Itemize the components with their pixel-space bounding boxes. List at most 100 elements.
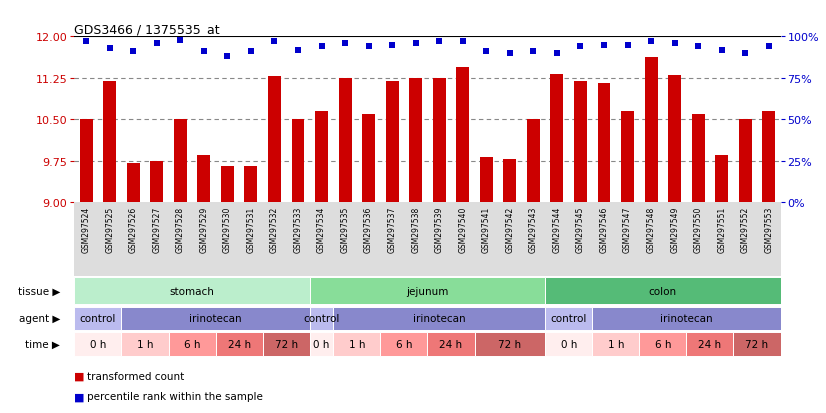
Text: agent ▶: agent ▶: [19, 313, 60, 324]
Text: GSM297524: GSM297524: [82, 206, 91, 252]
Point: [527, 49, 540, 55]
Text: 0 h: 0 h: [313, 339, 330, 349]
Bar: [715, 156, 729, 203]
Bar: [597, 84, 610, 203]
Bar: [268, 77, 281, 203]
Text: GSM297535: GSM297535: [340, 206, 349, 253]
Text: GSM297528: GSM297528: [176, 206, 185, 252]
Text: 24 h: 24 h: [699, 339, 721, 349]
Point: [668, 40, 681, 47]
Text: 72 h: 72 h: [275, 339, 297, 349]
Text: GSM297539: GSM297539: [434, 206, 444, 253]
Point: [621, 42, 634, 49]
Text: 1 h: 1 h: [608, 339, 624, 349]
Bar: [433, 78, 446, 203]
Point: [221, 54, 234, 60]
Text: GSM297537: GSM297537: [387, 206, 396, 253]
Bar: [686, 332, 733, 356]
Bar: [339, 78, 352, 203]
Point: [173, 37, 187, 44]
Bar: [545, 307, 592, 330]
Bar: [762, 112, 776, 203]
Point: [715, 47, 729, 54]
Bar: [310, 332, 334, 356]
Bar: [315, 112, 328, 203]
Bar: [216, 332, 263, 356]
Text: 0 h: 0 h: [561, 339, 577, 349]
Text: GSM297550: GSM297550: [694, 206, 703, 253]
Text: jejunum: jejunum: [406, 286, 449, 296]
Text: GSM297534: GSM297534: [317, 206, 326, 253]
Bar: [545, 278, 781, 304]
Point: [197, 49, 211, 55]
Bar: [221, 167, 234, 203]
Bar: [197, 156, 211, 203]
Bar: [621, 112, 634, 203]
Text: GSM297532: GSM297532: [270, 206, 279, 252]
Bar: [310, 307, 334, 330]
Point: [574, 44, 587, 50]
Text: ■: ■: [74, 392, 85, 401]
Text: GSM297547: GSM297547: [623, 206, 632, 253]
Bar: [121, 307, 310, 330]
Text: 72 h: 72 h: [746, 339, 768, 349]
Bar: [333, 332, 380, 356]
Point: [550, 50, 563, 57]
Bar: [121, 332, 169, 356]
Point: [315, 44, 328, 50]
Text: GSM297536: GSM297536: [364, 206, 373, 253]
Point: [433, 39, 446, 45]
Bar: [409, 78, 422, 203]
Text: 6 h: 6 h: [184, 339, 200, 349]
Text: 24 h: 24 h: [439, 339, 463, 349]
Text: GSM297549: GSM297549: [670, 206, 679, 253]
Bar: [263, 332, 310, 356]
Text: time ▶: time ▶: [26, 339, 60, 349]
Text: 6 h: 6 h: [396, 339, 412, 349]
Text: 0 h: 0 h: [90, 339, 106, 349]
Text: irinotecan: irinotecan: [660, 313, 713, 324]
Text: control: control: [79, 313, 116, 324]
Text: transformed count: transformed count: [87, 371, 184, 381]
Point: [339, 40, 352, 47]
Text: 24 h: 24 h: [228, 339, 250, 349]
Text: 72 h: 72 h: [498, 339, 521, 349]
Bar: [126, 164, 140, 203]
Bar: [79, 120, 93, 203]
Text: irinotecan: irinotecan: [413, 313, 466, 324]
Bar: [310, 278, 545, 304]
Bar: [333, 307, 545, 330]
Point: [456, 39, 469, 45]
Point: [79, 39, 93, 45]
Point: [268, 39, 281, 45]
Text: GDS3466 / 1375535_at: GDS3466 / 1375535_at: [74, 23, 220, 36]
Text: GSM297540: GSM297540: [458, 206, 468, 253]
Text: GSM297527: GSM297527: [152, 206, 161, 252]
Bar: [503, 160, 516, 203]
Bar: [244, 167, 258, 203]
Text: 6 h: 6 h: [655, 339, 671, 349]
Bar: [74, 278, 310, 304]
Text: control: control: [303, 313, 339, 324]
Bar: [474, 332, 545, 356]
Text: ■: ■: [74, 371, 85, 381]
Text: GSM297544: GSM297544: [553, 206, 562, 253]
Bar: [74, 307, 121, 330]
Point: [503, 50, 516, 57]
Text: control: control: [550, 313, 587, 324]
Text: GSM297542: GSM297542: [506, 206, 515, 252]
Text: 1 h: 1 h: [137, 339, 153, 349]
Bar: [527, 120, 540, 203]
Text: GSM297546: GSM297546: [600, 206, 609, 253]
Bar: [545, 332, 592, 356]
Bar: [644, 58, 657, 203]
Text: tissue ▶: tissue ▶: [18, 286, 60, 296]
Bar: [173, 120, 187, 203]
Point: [362, 44, 375, 50]
Text: 1 h: 1 h: [349, 339, 365, 349]
Text: GSM297545: GSM297545: [576, 206, 585, 253]
Text: GSM297541: GSM297541: [482, 206, 491, 252]
Point: [762, 44, 776, 50]
Bar: [550, 75, 563, 203]
Text: GSM297551: GSM297551: [717, 206, 726, 252]
